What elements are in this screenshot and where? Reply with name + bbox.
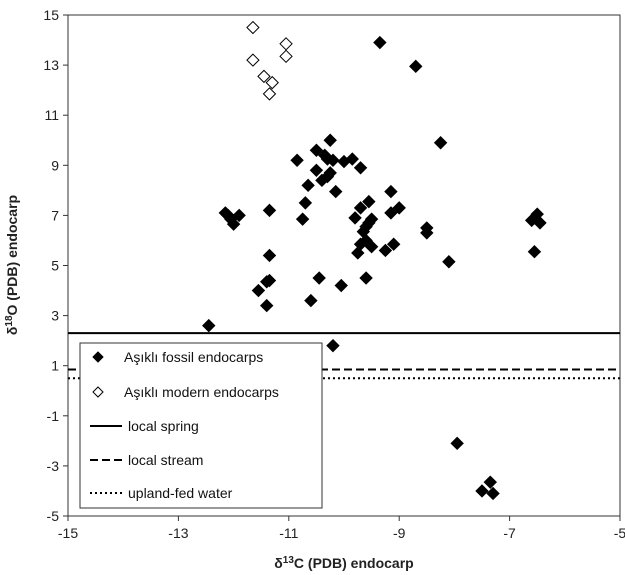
modern-endocarp-point [265, 75, 279, 90]
fossil-endocarp-point [533, 216, 547, 230]
fossil-endocarp-point [364, 212, 379, 226]
y-tick-label: -5 [47, 508, 60, 524]
fossil-endocarp-point [483, 475, 497, 489]
fossil-endocarp-point [475, 484, 489, 498]
y-tick-label: 15 [43, 7, 59, 23]
fossil-endocarp-point [450, 436, 464, 451]
legend: Aşıklı fossil endocarps Aşıklı modern en… [79, 342, 323, 509]
fossil-endocarp-point [364, 240, 379, 254]
x-tick-label: -7 [503, 525, 516, 541]
fossil-endocarp-point [226, 217, 241, 231]
fossil-endocarp-point [420, 226, 434, 240]
fossil-endocarp-point [323, 166, 337, 180]
fossil-endocarp-point [326, 153, 340, 167]
x-tick-label: -5 [614, 525, 625, 541]
fossil-endocarp-point [378, 243, 393, 258]
modern-endocarp-point [246, 20, 260, 35]
fossil-endocarp-point [290, 153, 304, 167]
y-tick-label: 9 [51, 157, 59, 173]
fossil-endocarp-point [329, 184, 343, 199]
x-tick-label: -15 [58, 525, 78, 541]
fossil-endocarp-point [323, 133, 337, 147]
modern-endocarp-point [279, 37, 293, 51]
fossil-endocarp-point [373, 35, 387, 50]
fossil-endocarp-point [232, 208, 246, 223]
fossil-endocarp-point [298, 196, 313, 210]
legend-upland-label: upland-fed water [128, 485, 233, 501]
modern-endocarp-point [257, 69, 271, 84]
fossil-endocarp-point [309, 143, 324, 157]
fossil-endocarp-point [409, 59, 423, 74]
fossil-endocarp-point [309, 163, 324, 178]
x-axis-ticks: -15 -13 -11 -9 -7 -5 [58, 516, 625, 541]
fossil-endocarp-point [202, 318, 216, 333]
fossil-endocarp-point [384, 184, 398, 199]
fossil-endocarp-point [359, 271, 373, 285]
fossil-endocarp-point [433, 136, 448, 150]
fossil-endocarp-point [262, 248, 277, 263]
fossil-endocarp-point [262, 273, 277, 288]
y-tick-label: -3 [47, 458, 60, 474]
fossil-endocarp-point [348, 211, 362, 225]
y-tick-label: 1 [51, 358, 59, 374]
x-tick-label: -9 [393, 525, 406, 541]
x-tick-label: -11 [279, 525, 298, 541]
fossil-endocarp-point [301, 178, 315, 193]
y-axis-title: δ18O (PDB) endocarp [4, 195, 21, 335]
fossil-endocarp-point [262, 203, 277, 218]
fossil-endocarp-point [326, 338, 340, 353]
legend-fossil-label: Aşıklı fossil endocarps [124, 349, 263, 365]
fossil-endocarp-point [362, 194, 376, 209]
fossil-endocarp-point [353, 201, 368, 215]
x-axis-title: δ13C (PDB) endocarp [274, 555, 413, 572]
fossil-endocarp-point [251, 283, 266, 298]
fossil-endocarp-point [527, 245, 542, 259]
y-tick-label: -1 [47, 408, 60, 424]
y-tick-label: 7 [51, 207, 59, 223]
legend-spring-label: local spring [128, 418, 199, 434]
modern-endocarp-point [246, 53, 260, 67]
fossil-endocarp-point [353, 161, 368, 175]
fossil-endocarp-point [386, 237, 401, 251]
legend-fossil-marker [92, 351, 104, 363]
fossil-endocarp-point [295, 212, 310, 226]
legend-modern-label: Aşıklı modern endocarps [124, 384, 279, 400]
fossil-endocarp-point [442, 255, 456, 269]
fossil-endocarp-point [486, 486, 500, 501]
fossil-endocarp-point [384, 206, 398, 220]
fossil-endocarp-point [345, 152, 359, 166]
fossil-endocarp-point [392, 201, 406, 215]
fossil-endocarp-point [260, 298, 274, 313]
x-tick-label: -13 [168, 525, 188, 541]
legend-stream-label: local stream [128, 452, 203, 468]
y-tick-label: 5 [51, 258, 59, 274]
fossil-endocarp-point [312, 271, 326, 285]
y-tick-label: 13 [43, 57, 59, 73]
y-tick-label: 11 [44, 107, 59, 123]
data-points [202, 20, 547, 501]
y-tick-label: 3 [51, 308, 59, 324]
modern-endocarp-point [262, 87, 277, 101]
fossil-endocarp-point [334, 278, 348, 293]
fossil-endocarp-point [304, 293, 318, 308]
legend-modern-marker [92, 386, 104, 398]
modern-endocarp-point [279, 49, 293, 64]
